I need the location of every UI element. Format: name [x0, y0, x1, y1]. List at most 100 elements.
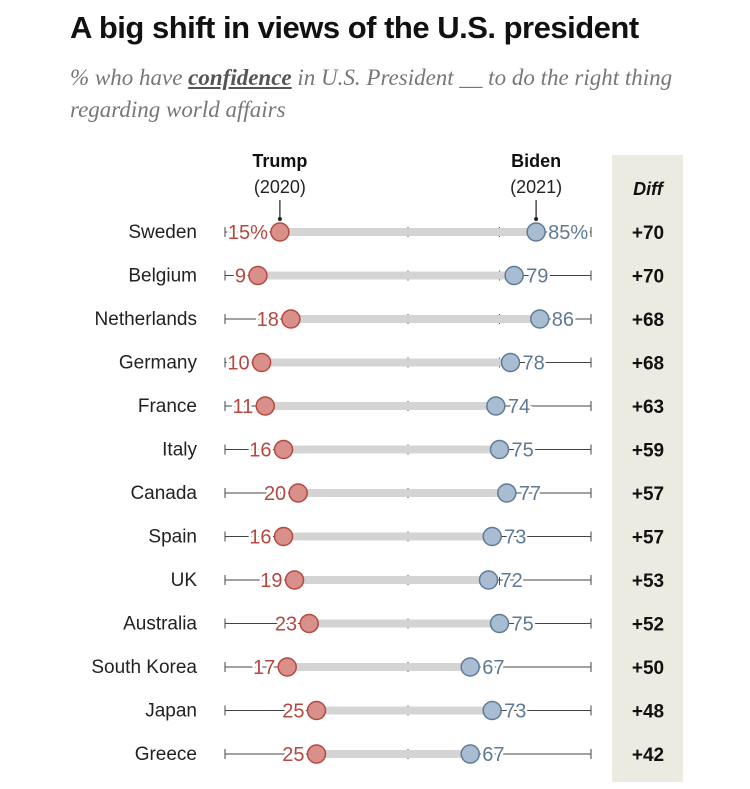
- biden-value-label: 72: [501, 570, 523, 592]
- country-label: Japan: [145, 701, 197, 722]
- trump-value-label: 17: [253, 657, 275, 679]
- diff-value: +53: [632, 571, 664, 592]
- biden-value-label: 79: [526, 266, 548, 288]
- biden-dot: [460, 744, 480, 764]
- trump-series-period: (2020): [254, 177, 306, 197]
- biden-dot: [486, 396, 506, 416]
- gap-bar: [298, 489, 507, 497]
- biden-dot: [460, 657, 480, 677]
- country-label: Belgium: [128, 266, 197, 287]
- chart-subtitle: % who have confidence in U.S. President …: [70, 62, 710, 126]
- country-label: Canada: [130, 483, 197, 504]
- trump-dot: [306, 744, 327, 764]
- diff-value: +57: [632, 528, 664, 549]
- gap-bar: [309, 619, 500, 628]
- trump-value-label: 19: [260, 570, 282, 592]
- trump-value-label: 15%: [228, 222, 268, 244]
- diff-value: +57: [632, 484, 664, 505]
- biden-value-label: 85%: [548, 222, 588, 244]
- trump-value-label: 23: [275, 614, 297, 636]
- country-label: South Korea: [91, 657, 197, 678]
- subtitle-prefix: % who have: [70, 65, 189, 90]
- trump-value-label: 11: [232, 396, 253, 418]
- trump-dot: [273, 526, 294, 547]
- subtitle-emphasis: confidence: [188, 65, 292, 90]
- country-label: France: [138, 396, 197, 417]
- biden-value-label: 75: [512, 440, 534, 462]
- gap-bar: [283, 445, 500, 454]
- diff-header: Diff: [633, 179, 665, 199]
- trump-value-label: 16: [249, 440, 271, 462]
- trump-value-label: 20: [264, 483, 286, 505]
- biden-value-label: 86: [552, 309, 574, 331]
- diff-value: +52: [632, 615, 664, 636]
- diff-value: +68: [632, 354, 664, 375]
- trump-dot: [288, 483, 308, 503]
- biden-value-label: 73: [504, 701, 526, 723]
- diff-value: +68: [632, 310, 664, 331]
- trump-value-label: 25: [282, 744, 304, 766]
- country-label: Spain: [148, 527, 197, 548]
- biden-dot: [482, 526, 502, 547]
- biden-series-name: Biden: [511, 151, 561, 171]
- biden-leader-dot: [534, 217, 539, 221]
- biden-dot: [489, 439, 510, 460]
- diff-value: +63: [632, 397, 664, 418]
- gap-bar: [287, 663, 471, 671]
- country-label: Australia: [123, 614, 197, 635]
- country-label: Italy: [162, 440, 197, 461]
- trump-series-name: Trump: [252, 151, 307, 171]
- biden-dot: [526, 222, 546, 242]
- subtitle-suffix: in U.S. President __ to do the right thi…: [70, 65, 673, 122]
- biden-dot: [504, 265, 524, 286]
- diff-value: +59: [632, 441, 664, 462]
- gap-bar: [265, 402, 496, 410]
- country-label: Greece: [135, 744, 197, 765]
- biden-series-period: (2021): [510, 177, 562, 197]
- trump-value-label: 10: [227, 353, 249, 375]
- biden-dot: [482, 700, 502, 721]
- gap-bar: [290, 315, 540, 323]
- diff-column-bg: [612, 155, 683, 782]
- biden-dot: [497, 483, 517, 503]
- country-label: UK: [171, 570, 198, 591]
- biden-dot: [489, 613, 510, 634]
- trump-value-label: 9: [235, 266, 246, 288]
- trump-dot: [273, 439, 294, 460]
- gap-bar: [257, 271, 515, 280]
- biden-value-label: 77: [519, 483, 541, 505]
- gap-bar: [316, 750, 471, 758]
- trump-dot: [281, 309, 301, 329]
- gap-bar: [279, 228, 537, 236]
- country-label: Germany: [119, 353, 198, 374]
- biden-value-label: 75: [512, 614, 534, 636]
- gap-bar: [294, 576, 489, 584]
- biden-dot: [530, 309, 550, 329]
- trump-leader-dot: [277, 217, 282, 221]
- diff-value: +70: [632, 223, 664, 244]
- biden-value-label: 78: [522, 353, 544, 375]
- trump-dot: [277, 657, 297, 677]
- trump-dot: [251, 352, 272, 373]
- country-label: Netherlands: [95, 309, 197, 330]
- biden-value-label: 74: [508, 396, 530, 418]
- trump-value-label: 16: [249, 527, 271, 549]
- trump-dot: [255, 396, 276, 416]
- biden-value-label: 67: [482, 744, 504, 766]
- trump-dot: [299, 613, 319, 634]
- biden-value-label: 67: [482, 657, 504, 679]
- chart-title: A big shift in views of the U.S. preside…: [70, 10, 639, 45]
- trump-dot: [284, 570, 305, 590]
- diff-value: +70: [632, 267, 664, 288]
- biden-dot: [478, 570, 499, 590]
- trump-value-label: 18: [257, 309, 279, 331]
- trump-dot: [270, 222, 290, 242]
- biden-dot: [500, 352, 521, 373]
- gap-bar: [261, 358, 511, 367]
- diff-value: +48: [632, 702, 664, 723]
- gap-bar: [283, 532, 493, 541]
- gap-bar: [316, 706, 493, 715]
- trump-dot: [306, 700, 327, 721]
- trump-value-label: 25: [282, 701, 304, 723]
